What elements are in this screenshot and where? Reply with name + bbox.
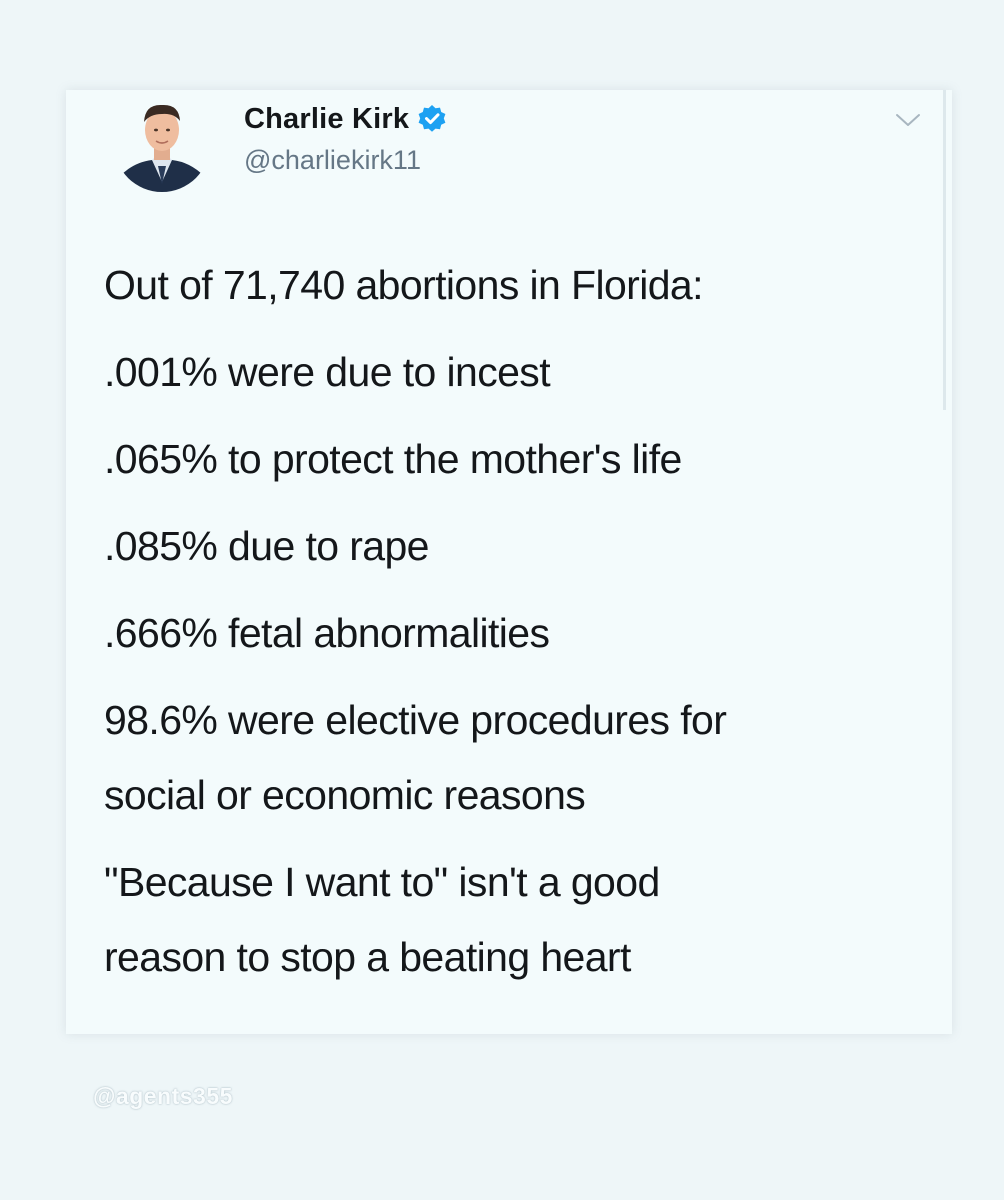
verified-badge-icon [417,104,447,134]
watermark: @agents355 [93,1083,233,1109]
tweet-line: 98.6% were elective procedures for [104,697,727,743]
tweet-card: Charlie Kirk @charliekirk11 Out of 71,74… [66,90,952,1034]
tweet-line: .001% were due to incest [104,349,551,395]
author-name[interactable]: Charlie Kirk [244,102,410,135]
author-handle[interactable]: @charliekirk11 [244,145,421,175]
chevron-down-icon[interactable] [894,110,922,130]
tweet-text: Out of 71,740 abortions in Florida: .001… [104,262,904,980]
tweet-line: .085% due to rape [104,523,429,569]
tweet-line: .065% to protect the mother's life [104,436,682,482]
avatar-image [114,96,210,192]
tweet-line: reason to stop a beating heart [104,934,631,980]
tweet-line: Out of 71,740 abortions in Florida: [104,262,704,308]
avatar[interactable] [114,96,210,192]
tweet-line: social or economic reasons [104,772,586,818]
scrollbar[interactable] [943,90,946,410]
tweet-line: "Because I want to" isn't a good [104,859,660,905]
author-row: Charlie Kirk [244,102,447,136]
tweet-line: .666% fetal abnormalities [104,610,550,656]
